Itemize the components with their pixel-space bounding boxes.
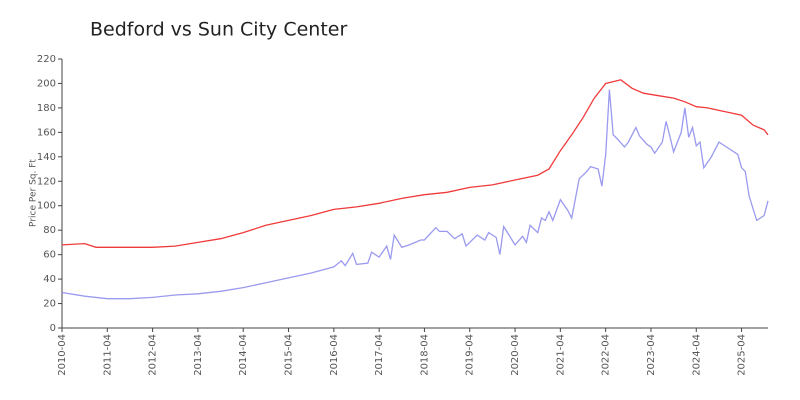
x-tick-label: 2018-04 xyxy=(419,334,430,376)
line-series xyxy=(61,79,769,248)
y-tick-label: 100 xyxy=(37,201,56,212)
x-tick-label: 2019-04 xyxy=(465,334,476,376)
x-tick-label: 2014-04 xyxy=(238,334,249,376)
y-tick-label: 80 xyxy=(43,225,56,236)
x-tick-label: 2025-04 xyxy=(737,334,748,376)
y-tick-label: 120 xyxy=(37,176,56,187)
y-tick-label: 0 xyxy=(50,323,56,334)
y-tick-label: 40 xyxy=(43,274,56,285)
x-tick-label: 2024-04 xyxy=(691,334,702,376)
x-tick-label: 2015-04 xyxy=(284,334,295,376)
x-tick-label: 2012-04 xyxy=(148,334,159,376)
y-tick-label: 160 xyxy=(37,127,56,138)
x-tick-label: 2017-04 xyxy=(374,334,385,376)
x-tick-label: 2022-04 xyxy=(601,334,612,376)
x-tick-label: 2020-04 xyxy=(510,334,521,376)
x-tick-label: 2013-04 xyxy=(193,334,204,376)
y-tick-label: 140 xyxy=(37,152,56,163)
chart-title: Bedford vs Sun City Center xyxy=(90,19,347,41)
y-tick-label: 20 xyxy=(43,299,56,310)
y-axis-label: Price Per Sq. Ft xyxy=(29,159,39,227)
x-tick-label: 2011-04 xyxy=(102,334,113,376)
y-tick-label: 220 xyxy=(37,54,56,65)
y-tick-label: 200 xyxy=(37,78,56,89)
x-tick-label: 2021-04 xyxy=(555,334,566,376)
x-tick-label: 2010-04 xyxy=(57,334,68,376)
x-tick-label: 2023-04 xyxy=(646,334,657,376)
x-tick-label: 2016-04 xyxy=(329,334,340,376)
y-tick-label: 60 xyxy=(43,250,56,261)
line-series xyxy=(61,89,769,300)
y-tick-label: 180 xyxy=(37,103,56,114)
